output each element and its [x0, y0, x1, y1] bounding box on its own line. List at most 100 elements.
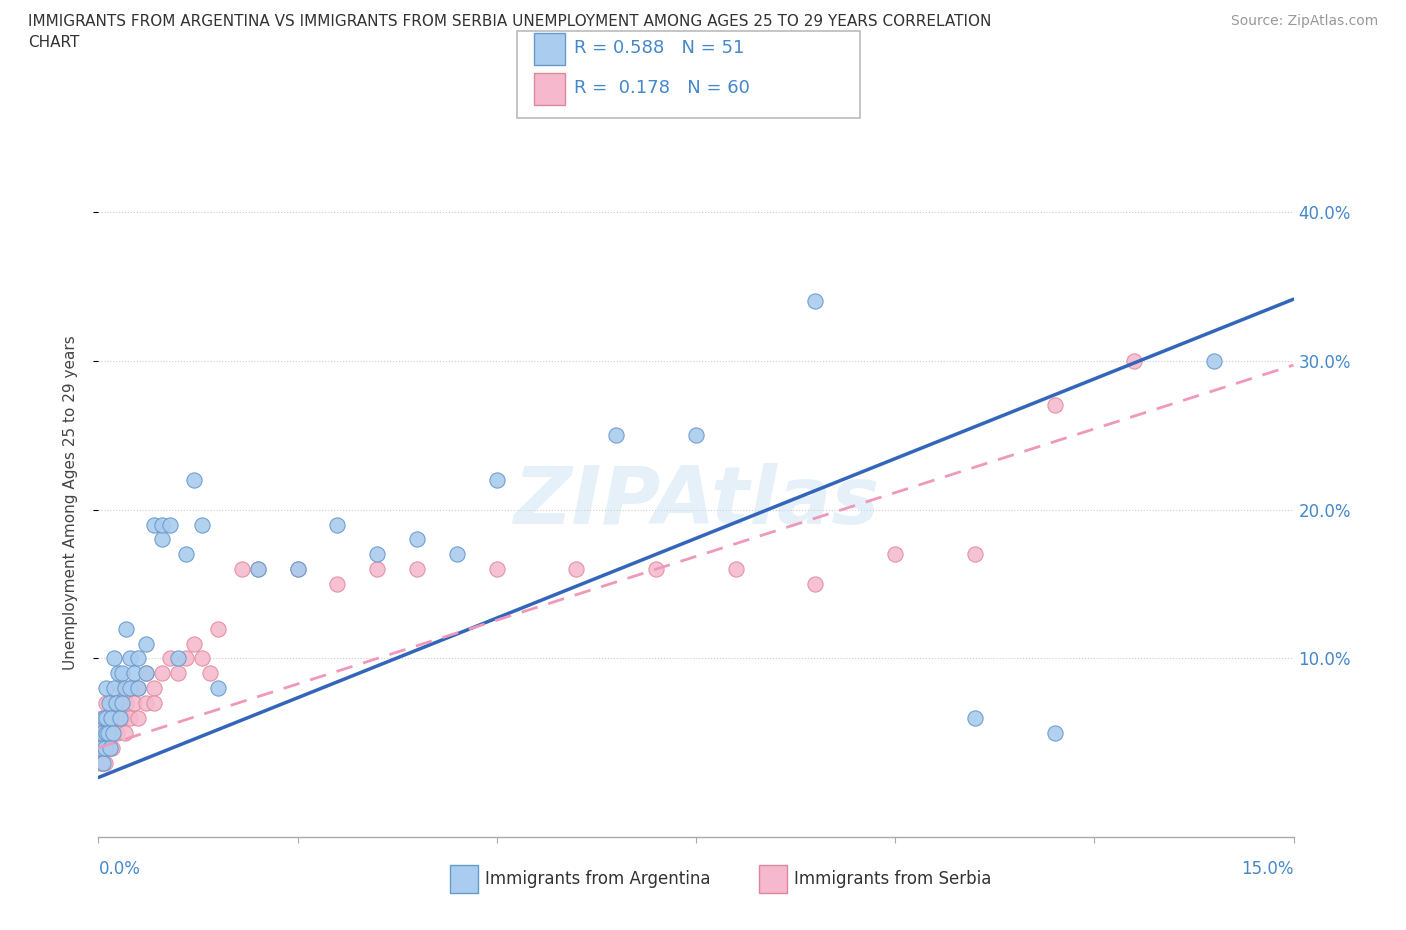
Point: [231, 562, 253, 577]
Point: [94, 740, 117, 755]
Point: [804, 577, 827, 591]
Point: [105, 725, 128, 740]
Point: [287, 562, 309, 577]
Point: [167, 651, 190, 666]
Point: [963, 711, 986, 725]
Point: [605, 428, 627, 443]
Text: Source: ZipAtlas.com: Source: ZipAtlas.com: [1230, 14, 1378, 28]
Point: [103, 696, 125, 711]
Point: [191, 651, 214, 666]
Point: [446, 547, 468, 562]
Point: [246, 562, 269, 577]
Point: [207, 681, 229, 696]
Point: [115, 621, 138, 636]
Point: [91, 755, 114, 770]
Point: [963, 547, 986, 562]
Point: [108, 711, 131, 725]
Point: [174, 547, 197, 562]
Point: [101, 711, 124, 725]
Point: [100, 740, 122, 755]
Point: [1043, 725, 1066, 740]
Point: [104, 696, 127, 711]
Point: [127, 681, 149, 696]
Point: [115, 696, 138, 711]
Point: [124, 696, 146, 711]
Point: [326, 517, 349, 532]
Point: [96, 740, 118, 755]
Point: [406, 562, 429, 577]
Point: [1043, 398, 1066, 413]
Point: [135, 696, 157, 711]
Point: [89, 755, 111, 770]
Point: [100, 711, 122, 725]
Point: [94, 740, 117, 755]
Point: [97, 725, 120, 740]
Point: [111, 681, 134, 696]
Text: 0.0%: 0.0%: [98, 860, 141, 878]
Point: [167, 666, 190, 681]
Point: [143, 681, 166, 696]
Point: [724, 562, 747, 577]
Point: [207, 621, 229, 636]
Point: [198, 666, 221, 681]
Point: [96, 725, 118, 740]
Point: [120, 681, 142, 696]
Point: [645, 562, 668, 577]
Text: IMMIGRANTS FROM ARGENTINA VS IMMIGRANTS FROM SERBIA UNEMPLOYMENT AMONG AGES 25 T: IMMIGRANTS FROM ARGENTINA VS IMMIGRANTS …: [28, 14, 991, 50]
Point: [565, 562, 588, 577]
Point: [127, 651, 149, 666]
Point: [91, 740, 114, 755]
Text: 15.0%: 15.0%: [1241, 860, 1294, 878]
Point: [127, 681, 149, 696]
Point: [97, 725, 120, 740]
Point: [183, 636, 205, 651]
Point: [135, 636, 157, 651]
Text: Immigrants from Serbia: Immigrants from Serbia: [794, 870, 991, 888]
Point: [103, 681, 125, 696]
Text: R = 0.588   N = 51: R = 0.588 N = 51: [574, 39, 744, 58]
Point: [114, 725, 136, 740]
Point: [135, 666, 157, 681]
Point: [96, 711, 118, 725]
Point: [107, 696, 129, 711]
Point: [191, 517, 214, 532]
Point: [107, 666, 129, 681]
Point: [90, 740, 112, 755]
Point: [111, 711, 134, 725]
Text: ZIPAtlas: ZIPAtlas: [513, 463, 879, 541]
Point: [287, 562, 309, 577]
Point: [804, 294, 827, 309]
Point: [135, 666, 157, 681]
Point: [111, 696, 134, 711]
Point: [94, 755, 117, 770]
Point: [91, 755, 114, 770]
Point: [120, 711, 142, 725]
Point: [366, 547, 388, 562]
Point: [1123, 353, 1146, 368]
Text: R =  0.178   N = 60: R = 0.178 N = 60: [574, 79, 749, 98]
Point: [111, 666, 134, 681]
Point: [93, 711, 115, 725]
Point: [127, 711, 149, 725]
Point: [143, 696, 166, 711]
Point: [150, 517, 173, 532]
Point: [685, 428, 707, 443]
Point: [159, 517, 181, 532]
Point: [100, 711, 122, 725]
Y-axis label: Unemployment Among Ages 25 to 29 years: Unemployment Among Ages 25 to 29 years: [63, 335, 77, 670]
Point: [96, 681, 118, 696]
Point: [174, 651, 197, 666]
Point: [103, 651, 125, 666]
Point: [150, 532, 173, 547]
Text: Immigrants from Argentina: Immigrants from Argentina: [485, 870, 710, 888]
Point: [485, 472, 508, 487]
Point: [366, 562, 388, 577]
Point: [143, 517, 166, 532]
Point: [103, 725, 125, 740]
Point: [98, 740, 121, 755]
Point: [120, 651, 142, 666]
Point: [101, 740, 124, 755]
Point: [1202, 353, 1225, 368]
Point: [91, 725, 114, 740]
Point: [93, 725, 115, 740]
